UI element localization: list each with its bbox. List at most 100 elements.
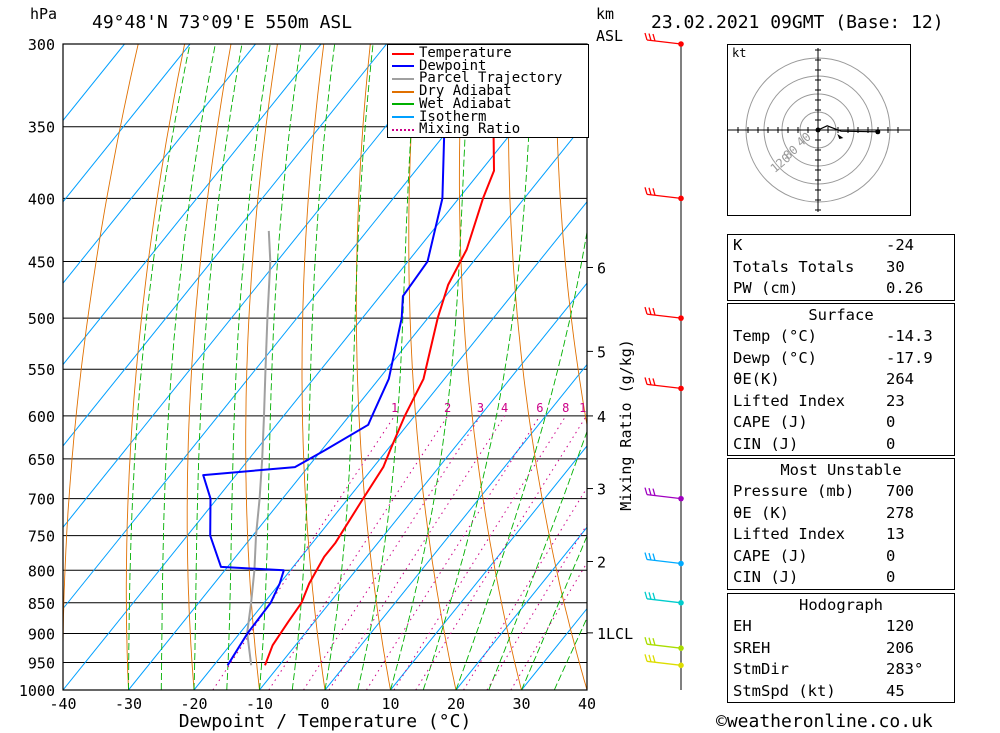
copyright[interactable]: ©weatheronline.co.uk [716,711,933,732]
wind-barb-dot [678,41,684,47]
legend-item: Mixing Ratio [392,122,520,136]
wind-barb-feather [644,32,648,41]
wind-barb-feather [652,637,656,646]
pressure-tick-label: 900 [28,625,55,643]
surface-value: -14.3 [886,327,933,345]
pressure-tick-label: 450 [28,254,55,272]
legend-label: Wet Adiabat [419,95,512,112]
dry-adiabat [555,44,587,428]
surface-value: 0 [886,434,896,453]
legend-swatch [392,103,414,106]
height-km-label: 4 [597,408,606,426]
wind-barb-feather [644,487,648,495]
dry-adiabat [408,44,457,690]
hodograph-unit: kt [732,46,746,60]
wind-barb-feather [648,487,652,496]
location-label: 49°48'N 73°09'E 550m ASL [92,12,353,33]
hodograph-stat-row: StmDir 283° [728,659,954,681]
wet-adiabat [193,44,243,690]
wet-adiabat [422,44,534,690]
surface-row: Temp (°C) -14.3 [728,326,954,348]
most-unstable-row: CAPE (J) 0 [728,546,954,568]
wind-barb-dot [678,195,684,202]
surface-row: Dewp (°C) -17.9 [728,348,954,370]
hodograph-title: Hodograph [799,596,883,614]
surface-value: 23 [886,391,905,410]
wind-barb-dot [678,315,684,321]
height-km-label: 5 [597,343,606,361]
legend-swatch [392,77,414,80]
pressure-tick-label: 400 [28,190,55,208]
index-row: K -24 [728,235,954,257]
surface-label: Temp (°C) [733,327,817,345]
wind-barb-feather [652,33,656,42]
wind-barb-feather [644,552,648,560]
wet-adiabat [455,229,587,690]
surface-value: 0 [886,413,896,431]
legend-swatch [392,52,414,55]
wind-barb [644,591,684,606]
temperature-profile [264,44,495,666]
surface-row: θE(K) 264 [728,369,954,391]
wet-adiabat [128,44,191,690]
isotherm-line [390,445,587,690]
wind-barb-dot [678,495,684,502]
pressure-tick-label: 550 [28,361,55,379]
surface-label: CAPE (J) [733,413,808,431]
most-unstable-row: θE (K) 278 [728,503,954,525]
wind-barb-staff [646,39,682,45]
hodograph-stat-row: SREH 206 [728,638,954,660]
wind-barb-feather [648,33,652,41]
wind-barb-feather [648,637,652,645]
wind-barb-staff [646,313,682,319]
pressure-tick-label: 500 [28,310,55,328]
surface-value: -17.9 [886,348,933,367]
temperature-tick-label: 30 [512,695,530,713]
wind-barb-dot [678,662,684,669]
dry-adiabat [186,44,232,690]
mixing-ratio-label: 20 [646,401,660,415]
most-unstable-label: CAPE (J) [733,546,808,565]
most-unstable-table: Most Unstable Pressure (mb) 700 θE (K) 278 L… [727,458,955,590]
mixing-ratio-line [365,415,541,690]
wind-barb [644,32,684,47]
dry-adiabat [355,44,391,690]
temperature-tick-label: -30 [115,695,142,713]
mixing-ratio-line [212,415,396,690]
height-km-label: 2 [597,553,606,571]
pressure-unit-label: hPa [30,5,58,23]
hodograph-stat-label: EH [733,617,752,635]
pressure-tick-label: 600 [28,408,55,426]
most-unstable-value: 0 [886,546,896,565]
wind-barb-dot [678,599,684,606]
most-unstable-row: Pressure (mb) 700 [728,481,954,503]
surface-label: θE(K) [733,370,780,388]
index-row: PW (cm) 0.26 [728,278,954,300]
wind-barb [644,187,684,202]
mixing-ratio-axis-label: Mixing Ratio (g/kg) [617,339,635,511]
surface-table: Surface Temp (°C) -14.3 Dewp (°C) -17.9 θE(K… [727,303,955,456]
temperature-tick-label: 10 [381,695,399,713]
index-label: PW (cm) [733,279,799,297]
wind-barb-feather [652,488,656,496]
legend-label: Isotherm [419,108,487,125]
most-unstable-value: 13 [886,525,905,543]
legend-swatch [392,65,414,68]
wind-barb-feather [648,187,652,196]
mixing-ratio-line [510,561,587,690]
index-label: Totals Totals [733,257,855,276]
surface-title: Surface [808,306,874,324]
wind-barb-dot [678,645,684,651]
storm-motion-arrow [837,134,844,139]
km-label: km [596,5,615,23]
wind-barb-feather [652,378,656,386]
dry-adiabat [507,44,587,690]
pressure-tick-label: 800 [28,562,55,580]
surface-row: CIN (J) 0 [728,434,954,456]
wind-barb-staff [646,643,682,649]
wet-adiabat [553,616,587,690]
mixing-ratio-label: 2 [444,401,451,415]
wind-barb-feather [644,187,648,195]
temperature-tick-label: -40 [49,695,76,713]
pressure-tick-label: 950 [28,654,55,672]
